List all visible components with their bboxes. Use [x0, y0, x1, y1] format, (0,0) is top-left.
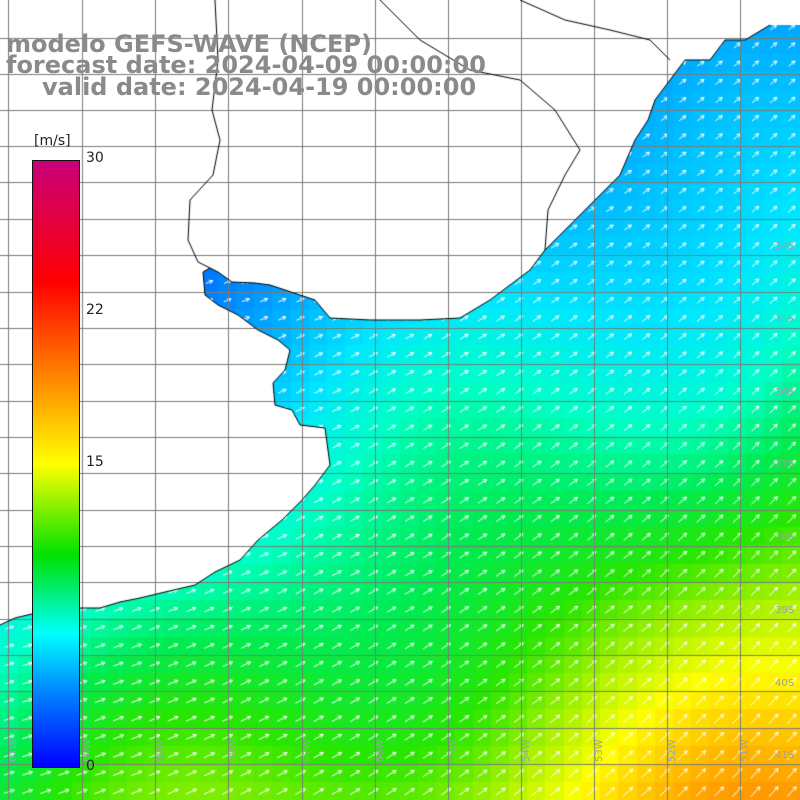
colorbar-unit: [m/s] — [34, 133, 71, 149]
lon-label: 56W — [375, 739, 386, 762]
lon-label: 59W — [155, 739, 166, 762]
lon-label: 58W — [228, 739, 239, 762]
lat-label: 34S — [775, 241, 795, 252]
lat-label: 38S — [775, 532, 795, 543]
lon-label: 57W — [302, 739, 313, 762]
lon-label: 53W — [594, 739, 605, 762]
colorbar-tick: 30 — [86, 150, 104, 166]
lon-label: 51W — [740, 739, 751, 762]
colorbar-tick: 15 — [86, 454, 104, 470]
valid-date-label: valid date: 2024-04-19 00:00:00 — [42, 73, 477, 101]
colorbar-scale — [32, 160, 80, 768]
lon-label: 61W — [8, 739, 19, 762]
lat-label: 41S — [775, 750, 795, 761]
map-title: modelo GEFS-WAVE (NCEP) — [6, 30, 372, 58]
lat-label: 35S — [775, 314, 795, 325]
lat-label: 37S — [775, 459, 795, 470]
lat-label: 39S — [775, 605, 795, 616]
lon-label: 55W — [448, 739, 459, 762]
lon-label: 54W — [521, 739, 532, 762]
colorbar-tick: 0 — [86, 758, 95, 774]
forecast-date-label: forecast date: 2024-04-09 00:00:00 — [6, 51, 486, 79]
lat-label: 40S — [775, 678, 795, 689]
lon-label: 52W — [667, 739, 678, 762]
lat-label: 36S — [775, 387, 795, 398]
colorbar-tick: 22 — [86, 302, 104, 318]
